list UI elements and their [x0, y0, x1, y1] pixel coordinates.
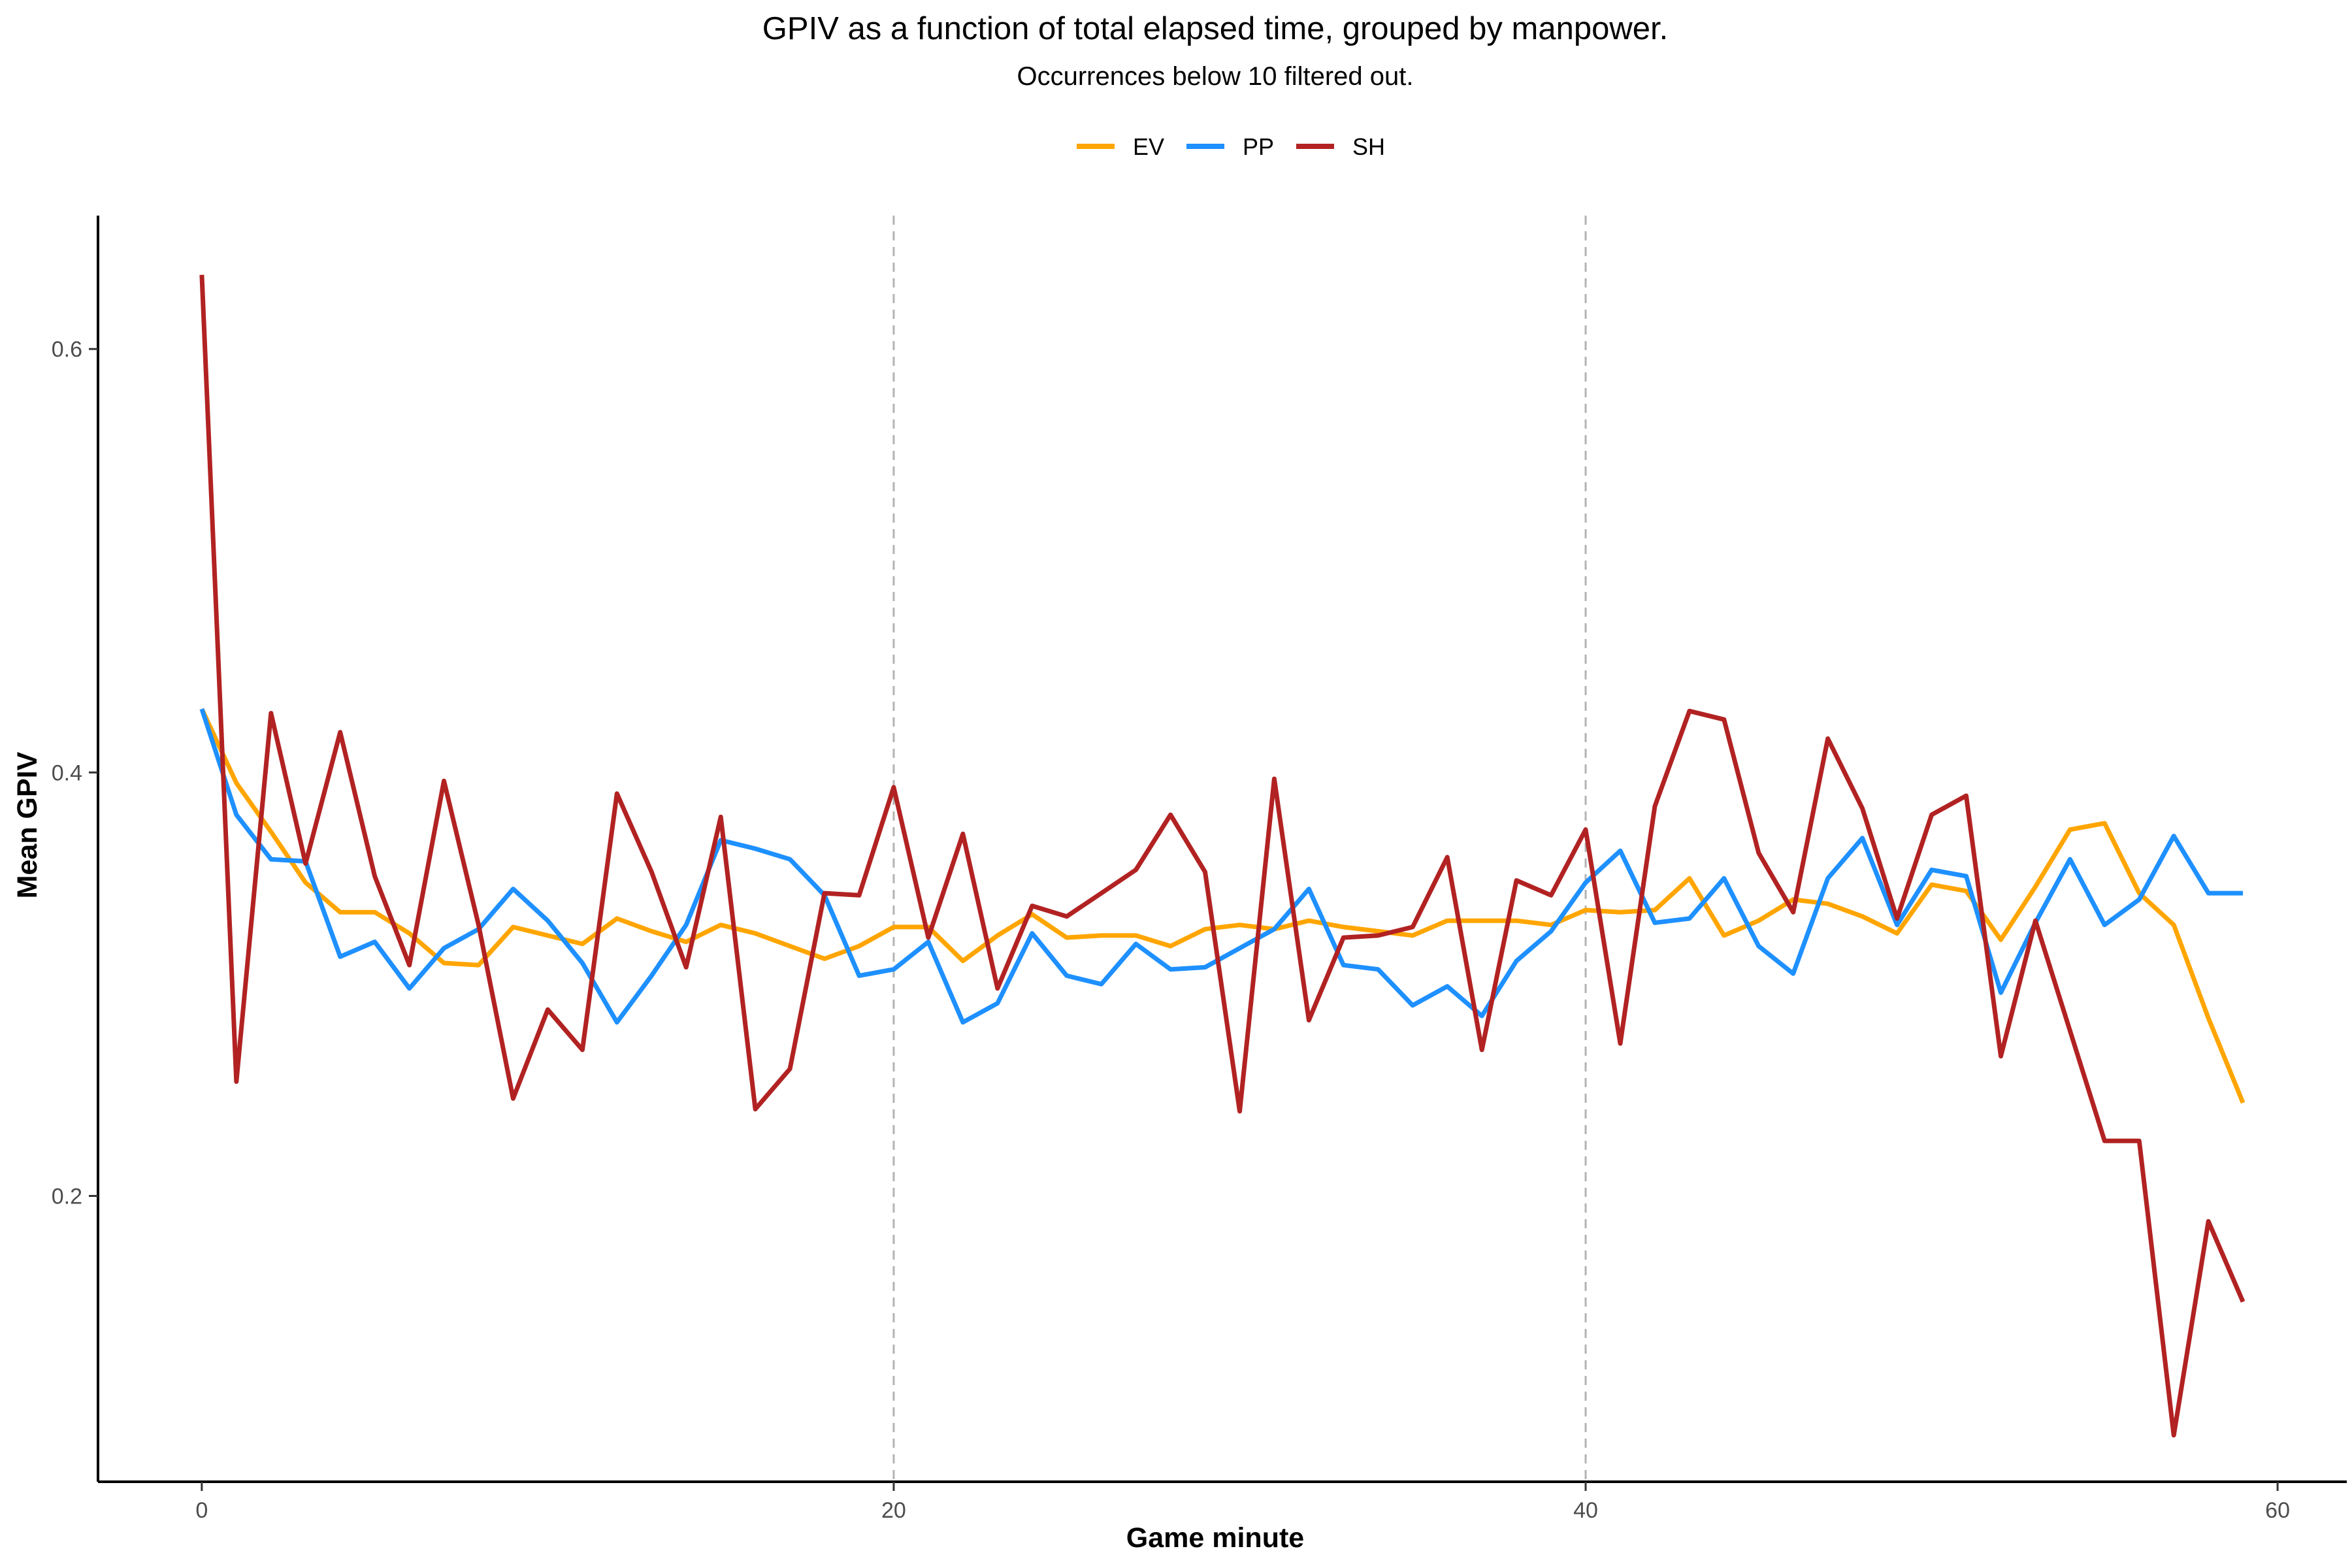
chart-subtitle: Occurrences below 10 filtered out. — [1017, 62, 1414, 91]
y-axis-ticks: 0.2 0.4 0.6 — [52, 337, 98, 1209]
series-line-pp — [199, 708, 2244, 1025]
legend-label-ev: EV — [1133, 133, 1164, 160]
y-tick-label: 0.4 — [52, 760, 82, 785]
series-lines — [199, 274, 2246, 1438]
chart-title: GPIV as a function of total elapsed time… — [762, 11, 1668, 46]
reference-lines — [892, 216, 1587, 1482]
series-line-ev — [199, 708, 2246, 1104]
x-tick-label: 20 — [881, 1498, 906, 1523]
x-axis-title: Game minute — [1126, 1522, 1304, 1554]
y-tick-label: 0.6 — [52, 337, 82, 362]
legend-label-sh: SH — [1352, 133, 1385, 160]
legend: EV PP SH — [1077, 133, 1385, 160]
y-tick-label: 0.2 — [52, 1184, 82, 1209]
x-tick-label: 0 — [195, 1498, 208, 1523]
y-axis-title: Mean GPIV — [12, 751, 43, 898]
x-tick-label: 60 — [2265, 1498, 2290, 1523]
series-line-sh — [199, 274, 2246, 1438]
x-axis-ticks: 0 20 40 60 — [195, 1482, 2290, 1523]
legend-label-pp: PP — [1243, 133, 1274, 160]
x-tick-label: 40 — [1573, 1498, 1598, 1523]
